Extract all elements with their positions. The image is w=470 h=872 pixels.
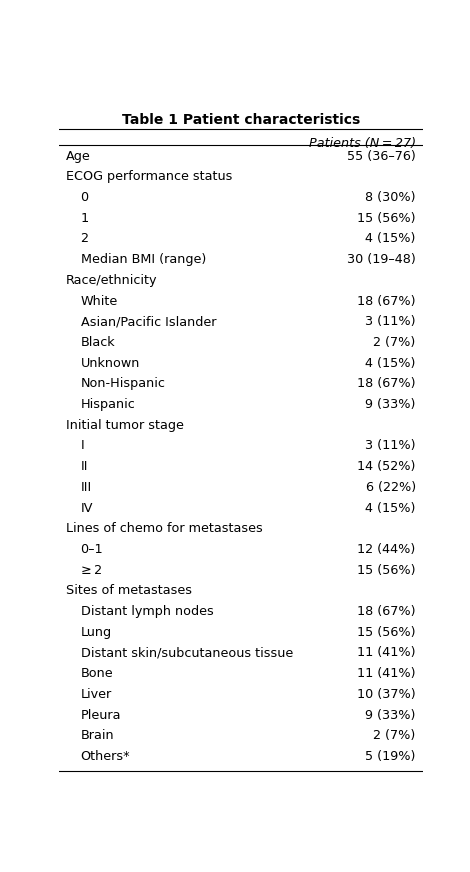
Text: 6 (22%): 6 (22%) (366, 480, 415, 494)
Text: 4 (15%): 4 (15%) (365, 233, 415, 245)
Text: Unknown: Unknown (81, 357, 140, 370)
Text: Table 1 Patient characteristics: Table 1 Patient characteristics (122, 113, 360, 127)
Text: 5 (19%): 5 (19%) (365, 750, 415, 763)
Text: 9 (33%): 9 (33%) (365, 709, 415, 722)
Text: Bone: Bone (81, 667, 113, 680)
Text: 9 (33%): 9 (33%) (365, 398, 415, 411)
Text: IV: IV (81, 501, 93, 514)
Text: Lung: Lung (81, 626, 112, 639)
Text: Race/ethnicity: Race/ethnicity (66, 274, 157, 287)
Text: 4 (15%): 4 (15%) (365, 501, 415, 514)
Text: III: III (81, 480, 92, 494)
Text: 12 (44%): 12 (44%) (358, 543, 415, 556)
Text: 0–1: 0–1 (81, 543, 103, 556)
Text: 2 (7%): 2 (7%) (374, 336, 415, 349)
Text: Patients (N = 27): Patients (N = 27) (309, 137, 415, 150)
Text: 30 (19–48): 30 (19–48) (347, 253, 415, 266)
Text: 15 (56%): 15 (56%) (357, 563, 415, 576)
Text: Sites of metastases: Sites of metastases (66, 584, 192, 597)
Text: Hispanic: Hispanic (81, 398, 135, 411)
Text: 15 (56%): 15 (56%) (357, 212, 415, 225)
Text: Lines of chemo for metastases: Lines of chemo for metastases (66, 522, 263, 535)
Text: 11 (41%): 11 (41%) (357, 646, 415, 659)
Text: 15 (56%): 15 (56%) (357, 626, 415, 639)
Text: I: I (81, 439, 84, 453)
Text: 4 (15%): 4 (15%) (365, 357, 415, 370)
Text: 10 (37%): 10 (37%) (357, 688, 415, 701)
Text: Distant skin/subcutaneous tissue: Distant skin/subcutaneous tissue (81, 646, 293, 659)
Text: 2: 2 (81, 233, 89, 245)
Text: 11 (41%): 11 (41%) (357, 667, 415, 680)
Text: Others*: Others* (81, 750, 130, 763)
Text: 18 (67%): 18 (67%) (357, 605, 415, 618)
Text: 14 (52%): 14 (52%) (357, 460, 415, 473)
Text: ECOG performance status: ECOG performance status (66, 170, 232, 183)
Text: 55 (36–76): 55 (36–76) (347, 150, 415, 162)
Text: Non-Hispanic: Non-Hispanic (81, 378, 165, 391)
Text: Distant lymph nodes: Distant lymph nodes (81, 605, 213, 618)
Text: Brain: Brain (81, 729, 114, 742)
Text: Age: Age (66, 150, 91, 162)
Text: Asian/Pacific Islander: Asian/Pacific Islander (81, 316, 216, 328)
Text: Initial tumor stage: Initial tumor stage (66, 419, 184, 432)
Text: 18 (67%): 18 (67%) (357, 378, 415, 391)
Text: Pleura: Pleura (81, 709, 121, 722)
Text: 1: 1 (81, 212, 89, 225)
Text: II: II (81, 460, 88, 473)
Text: ≥ 2: ≥ 2 (81, 563, 102, 576)
Text: 8 (30%): 8 (30%) (365, 191, 415, 204)
Text: Black: Black (81, 336, 115, 349)
Text: White: White (81, 295, 118, 308)
Text: 3 (11%): 3 (11%) (365, 316, 415, 328)
Text: 0: 0 (81, 191, 89, 204)
Text: 2 (7%): 2 (7%) (374, 729, 415, 742)
Text: Median BMI (range): Median BMI (range) (81, 253, 206, 266)
Text: Liver: Liver (81, 688, 112, 701)
Text: 3 (11%): 3 (11%) (365, 439, 415, 453)
Text: 18 (67%): 18 (67%) (357, 295, 415, 308)
